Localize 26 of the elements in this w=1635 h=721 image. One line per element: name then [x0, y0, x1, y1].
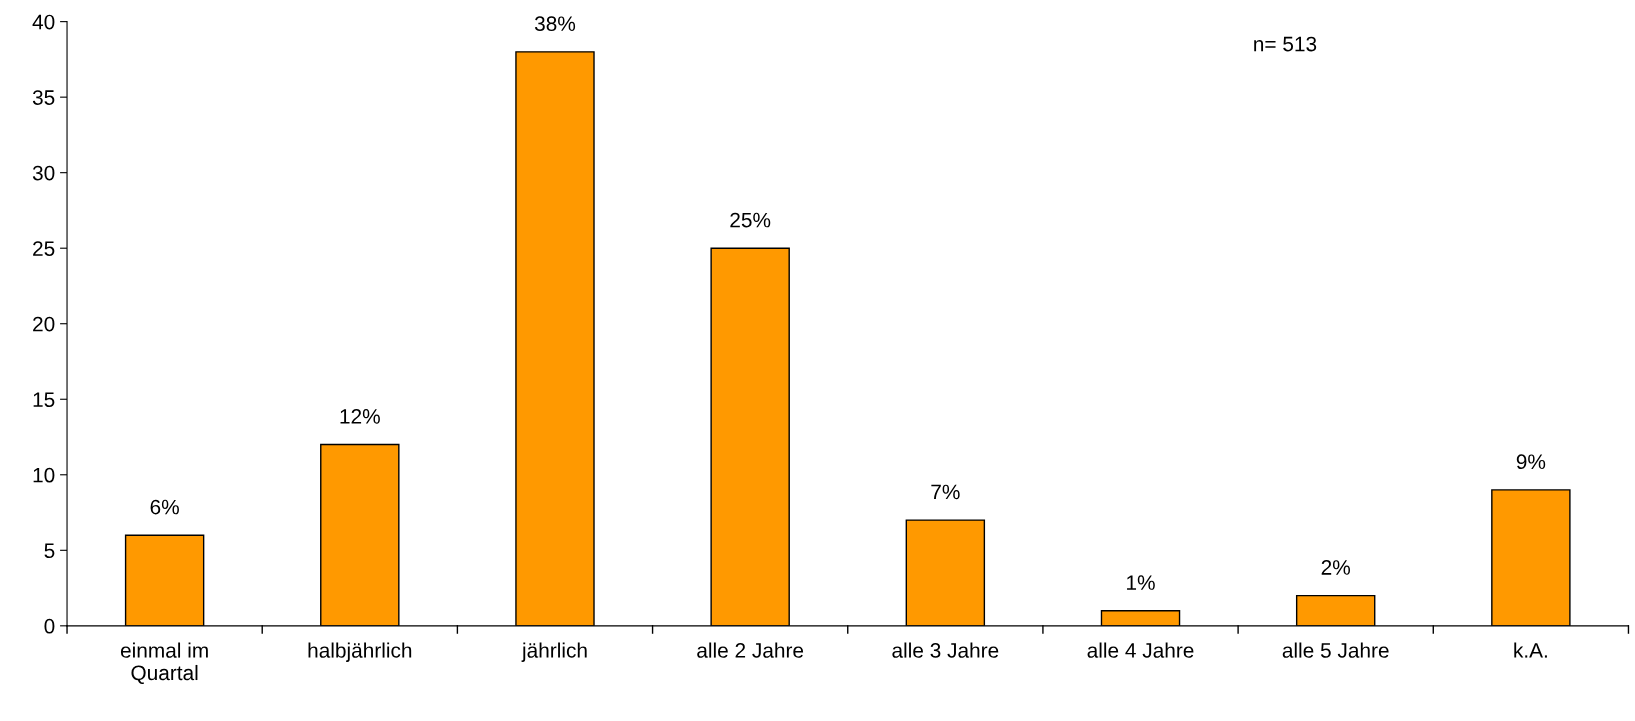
- y-tick-label: 5: [44, 543, 55, 559]
- y-tick-label: 25: [33, 241, 55, 256]
- data-label: 1%: [1127, 575, 1155, 590]
- x-tick-label: halbjährlich: [308, 642, 412, 662]
- y-tick-label: 20: [33, 316, 55, 332]
- x-tick-label: k.A.: [1514, 642, 1547, 658]
- x-tick-label: einmal im Quartal: [120, 642, 208, 684]
- data-label: 7%: [931, 484, 960, 500]
- y-tick-label: 40: [32, 14, 55, 30]
- data-label: 9%: [1516, 454, 1546, 470]
- data-label: 6%: [150, 499, 179, 515]
- x-tick-label: jährlich: [521, 642, 587, 662]
- y-tick-label: 30: [32, 165, 55, 181]
- data-label: 12%: [340, 409, 380, 424]
- x-tick-label: alle 5 Jahre: [1282, 642, 1389, 658]
- x-tick-label: alle 2 Jahre: [697, 642, 804, 658]
- data-label: 38%: [534, 16, 576, 32]
- x-tick-label: alle 4 Jahre: [1087, 642, 1194, 658]
- x-tick-label: alle 3 Jahre: [892, 642, 999, 658]
- y-tick-label: 35: [32, 90, 55, 105]
- annotation: n= 513: [1254, 36, 1317, 52]
- y-tick-label: 15: [33, 392, 55, 408]
- data-label: 25%: [730, 212, 771, 228]
- y-tick-label: 0: [44, 618, 55, 634]
- data-label: 2%: [1321, 560, 1351, 575]
- y-tick-label: 10: [33, 467, 55, 483]
